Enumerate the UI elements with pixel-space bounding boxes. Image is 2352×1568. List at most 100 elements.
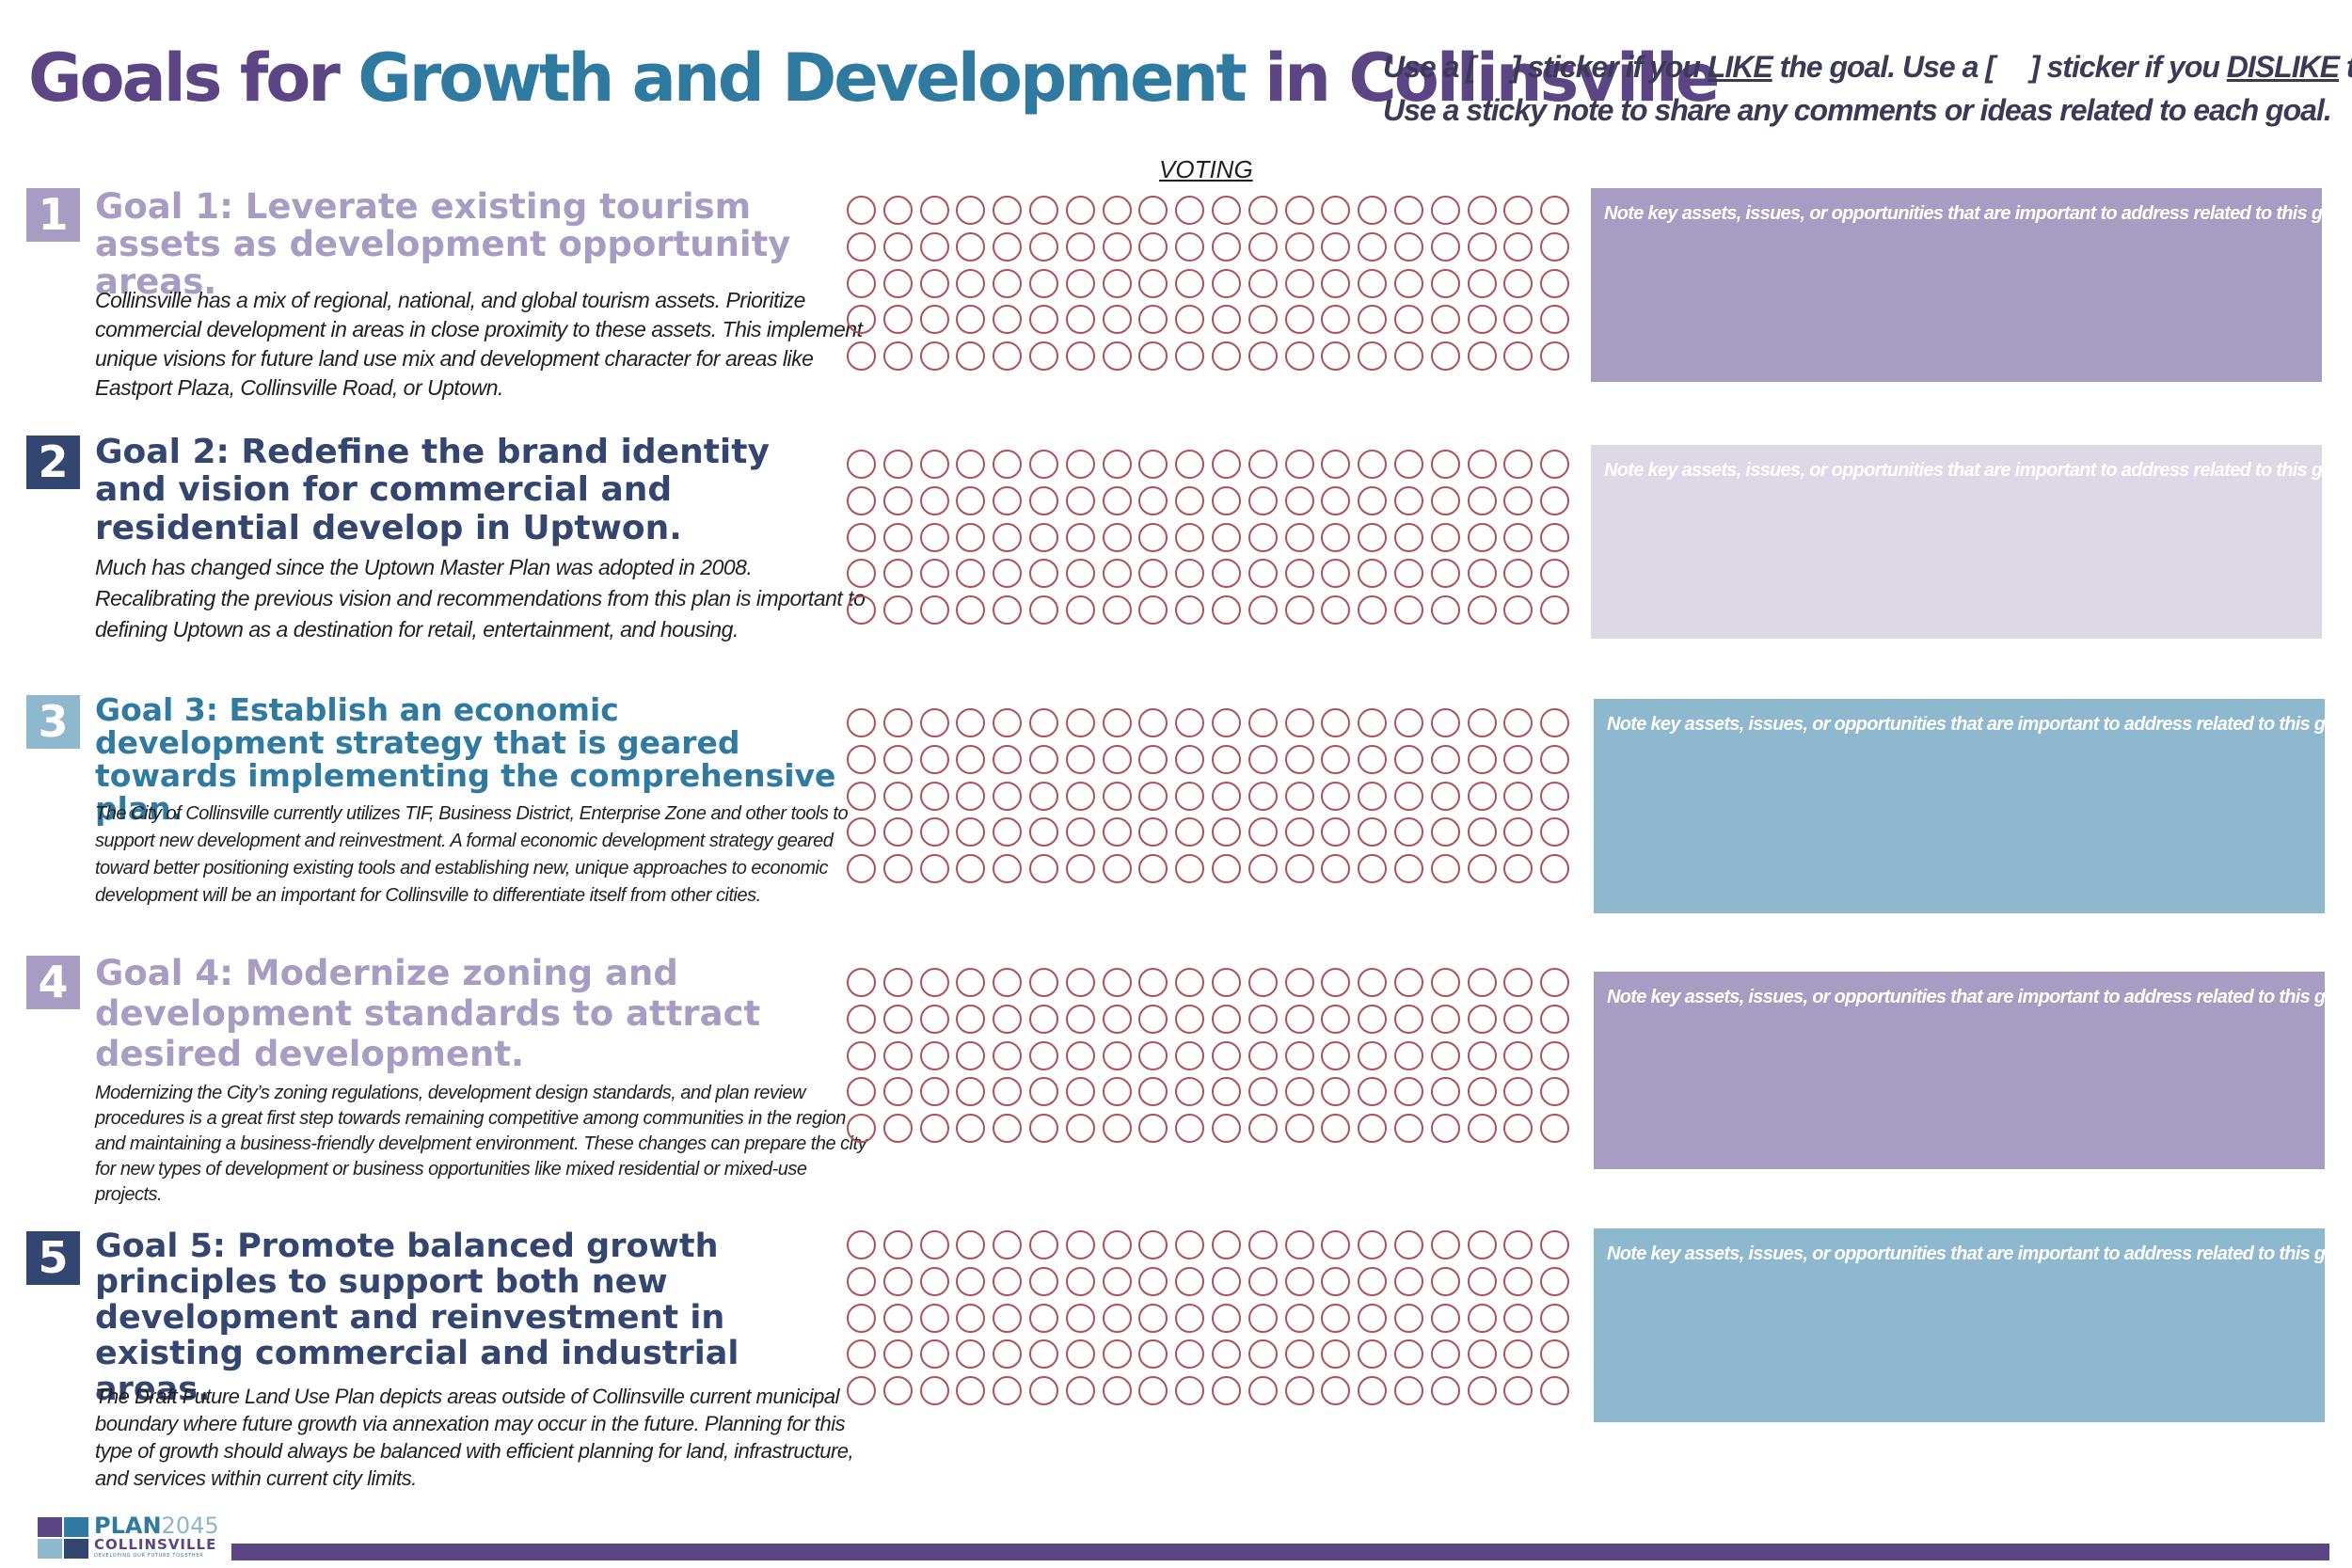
vote-bubble[interactable] — [1175, 341, 1205, 372]
vote-bubble[interactable] — [1284, 559, 1314, 589]
vote-bubble[interactable] — [1248, 817, 1278, 847]
vote-bubble[interactable] — [1028, 968, 1058, 997]
vote-bubble[interactable] — [1503, 485, 1534, 515]
vote-bubble[interactable] — [1321, 305, 1351, 335]
vote-bubble[interactable] — [847, 450, 876, 479]
vote-bubble[interactable] — [1028, 341, 1058, 372]
vote-bubble[interactable] — [919, 1077, 949, 1107]
vote-bubble[interactable] — [1430, 854, 1460, 884]
vote-bubble[interactable] — [1211, 708, 1241, 737]
vote-bubble[interactable] — [1211, 1040, 1241, 1070]
vote-bubble[interactable] — [1503, 968, 1534, 997]
vote-bubble[interactable] — [1467, 305, 1497, 335]
vote-bubble[interactable] — [847, 1266, 876, 1296]
vote-bubble[interactable] — [1028, 485, 1058, 515]
vote-bubble[interactable] — [1211, 1114, 1241, 1144]
vote-bubble[interactable] — [1467, 1114, 1497, 1144]
vote-bubble[interactable] — [1211, 268, 1241, 298]
vote-bubble[interactable] — [1248, 708, 1278, 737]
vote-bubble[interactable] — [1248, 1339, 1278, 1370]
vote-bubble[interactable] — [1467, 744, 1497, 774]
vote-bubble[interactable] — [919, 341, 949, 372]
vote-bubble[interactable] — [993, 341, 1023, 372]
vote-bubble[interactable] — [1540, 1376, 1570, 1406]
vote-bubble[interactable] — [1102, 1077, 1132, 1107]
vote-bubble[interactable] — [1211, 817, 1241, 847]
vote-bubble[interactable] — [919, 450, 949, 479]
vote-bubble[interactable] — [882, 231, 913, 261]
notes-area[interactable]: Note key assets, issues, or opportunitie… — [1591, 188, 2352, 382]
vote-bubble[interactable] — [993, 1040, 1023, 1070]
vote-bubble[interactable] — [1358, 1266, 1388, 1296]
vote-bubble[interactable] — [1248, 485, 1278, 515]
vote-bubble[interactable] — [882, 559, 913, 589]
vote-bubble[interactable] — [1065, 485, 1095, 515]
vote-bubble[interactable] — [919, 196, 949, 225]
vote-bubble[interactable] — [1175, 1114, 1205, 1144]
vote-bubble[interactable] — [1211, 1266, 1241, 1296]
vote-bubble[interactable] — [1321, 231, 1351, 261]
vote-bubble[interactable] — [956, 450, 986, 479]
vote-bubble[interactable] — [1248, 1266, 1278, 1296]
vote-bubble[interactable] — [956, 1339, 986, 1370]
vote-bubble[interactable] — [956, 485, 986, 515]
vote-bubble[interactable] — [1102, 450, 1132, 479]
vote-bubble[interactable] — [1540, 305, 1570, 335]
vote-bubble[interactable] — [1503, 450, 1534, 479]
vote-bubble[interactable] — [1284, 522, 1314, 552]
vote-bubble[interactable] — [1028, 450, 1058, 479]
vote-bubble[interactable] — [1284, 1376, 1314, 1406]
vote-bubble[interactable] — [1393, 1077, 1423, 1107]
vote-bubble[interactable] — [1138, 781, 1168, 811]
vote-bubble[interactable] — [993, 1339, 1023, 1370]
vote-bubble[interactable] — [919, 781, 949, 811]
vote-bubble[interactable] — [1467, 854, 1497, 884]
vote-bubble[interactable] — [1358, 744, 1388, 774]
vote-bubble[interactable] — [882, 341, 913, 372]
vote-bubble[interactable] — [1138, 559, 1168, 589]
vote-bubble[interactable] — [956, 196, 986, 225]
vote-bubble[interactable] — [1248, 559, 1278, 589]
vote-bubble[interactable] — [1503, 1077, 1534, 1107]
vote-bubble[interactable] — [919, 817, 949, 847]
vote-bubble[interactable] — [1467, 1004, 1497, 1034]
vote-bubble[interactable] — [956, 1230, 986, 1259]
vote-bubble[interactable] — [1248, 341, 1278, 372]
vote-bubble[interactable] — [1430, 817, 1460, 847]
vote-bubble[interactable] — [1358, 1376, 1388, 1406]
vote-bubble[interactable] — [1102, 1266, 1132, 1296]
vote-bubble[interactable] — [882, 1077, 913, 1107]
vote-bubble[interactable] — [1503, 744, 1534, 774]
vote-bubble[interactable] — [847, 1230, 876, 1259]
vote-bubble[interactable] — [847, 1040, 876, 1070]
vote-bubble[interactable] — [1175, 595, 1205, 626]
vote-bubble[interactable] — [1284, 1114, 1314, 1144]
vote-bubble[interactable] — [1467, 1339, 1497, 1370]
vote-bubble[interactable] — [1211, 1376, 1241, 1406]
notes-area[interactable]: Note key assets, issues, or opportunitie… — [1591, 445, 2352, 639]
vote-bubble[interactable] — [1540, 196, 1570, 225]
vote-bubble[interactable] — [1175, 708, 1205, 737]
vote-bubble[interactable] — [1540, 708, 1570, 737]
vote-bubble[interactable] — [1540, 1266, 1570, 1296]
vote-bubble[interactable] — [1358, 522, 1388, 552]
vote-bubble[interactable] — [1430, 1266, 1460, 1296]
vote-bubble[interactable] — [1393, 196, 1423, 225]
vote-bubble[interactable] — [1248, 268, 1278, 298]
vote-bubble[interactable] — [1430, 268, 1460, 298]
vote-bubble[interactable] — [993, 854, 1023, 884]
vote-bubble[interactable] — [1503, 1376, 1534, 1406]
vote-bubble[interactable] — [1028, 854, 1058, 884]
vote-bubble[interactable] — [847, 968, 876, 997]
vote-bubble[interactable] — [1248, 854, 1278, 884]
vote-bubble[interactable] — [919, 1266, 949, 1296]
vote-bubble[interactable] — [1540, 485, 1570, 515]
vote-bubble[interactable] — [1028, 781, 1058, 811]
vote-bubble[interactable] — [1321, 559, 1351, 589]
vote-bubble[interactable] — [1175, 559, 1205, 589]
vote-bubble[interactable] — [847, 708, 876, 737]
vote-bubble[interactable] — [1358, 196, 1388, 225]
vote-bubble[interactable] — [1248, 744, 1278, 774]
vote-bubble[interactable] — [919, 522, 949, 552]
vote-bubble[interactable] — [1211, 968, 1241, 997]
